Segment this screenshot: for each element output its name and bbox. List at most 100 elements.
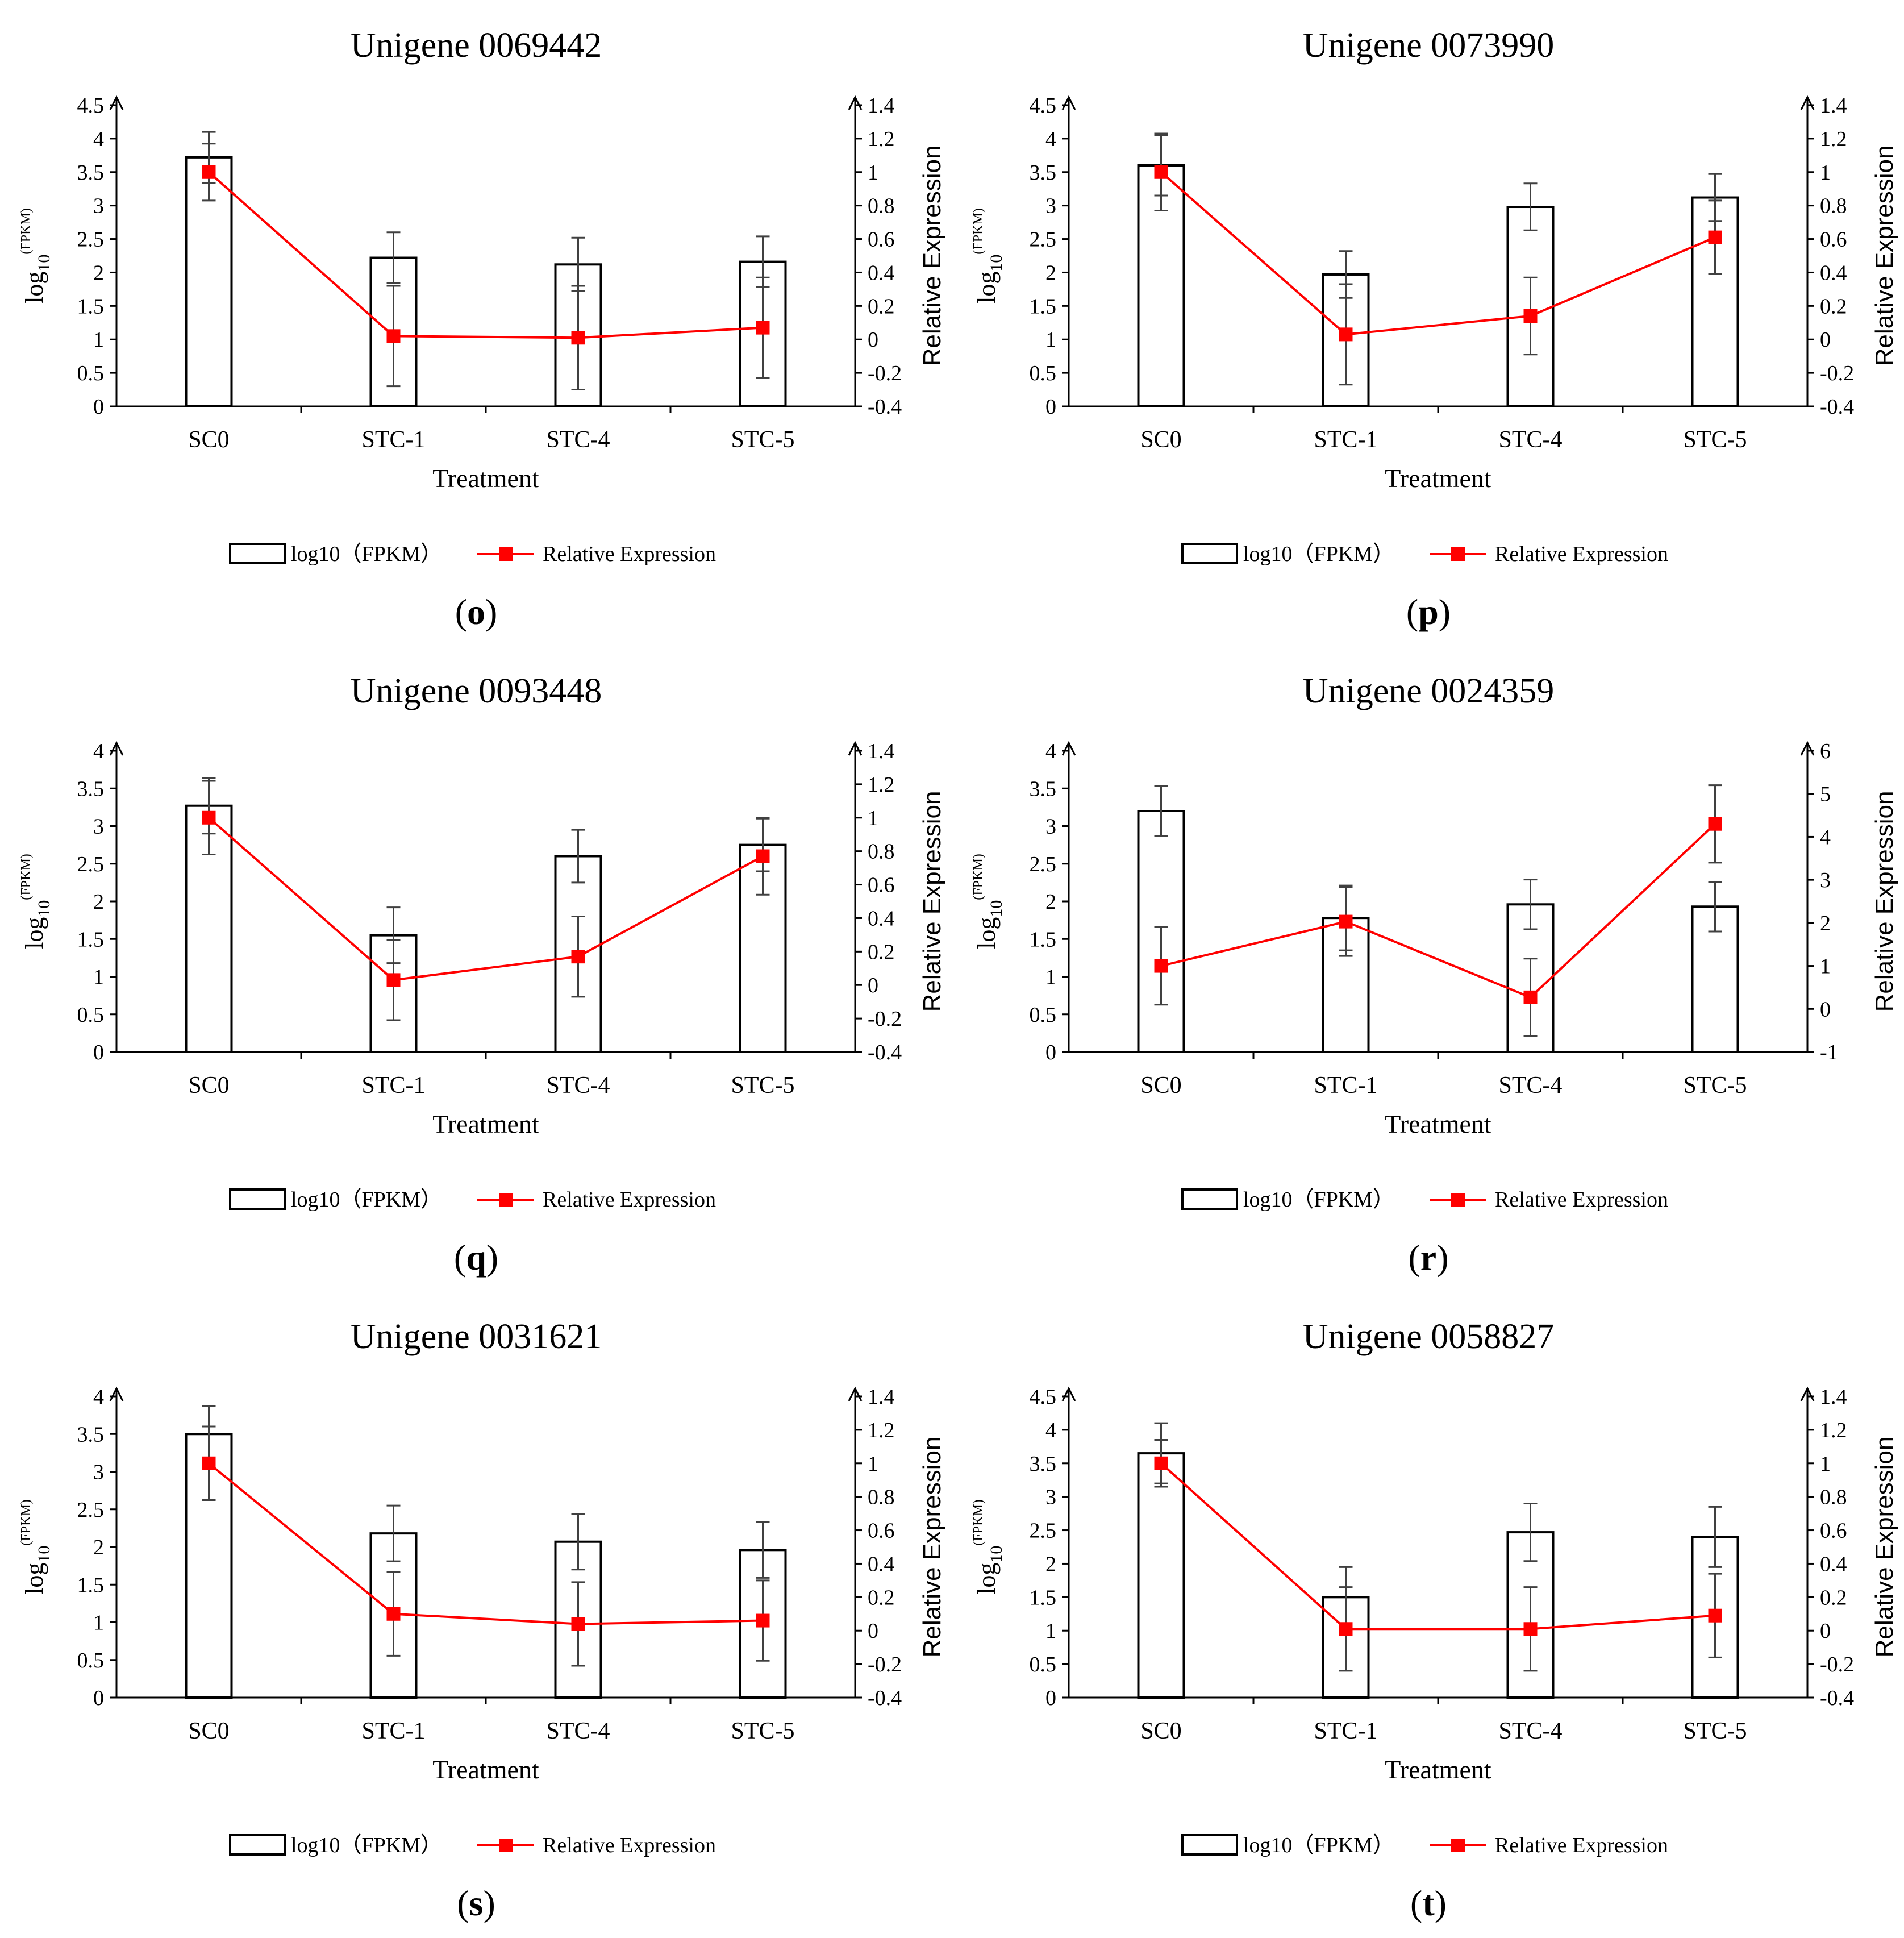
y-left-tick-label: 3 — [93, 815, 104, 839]
line-marker-STC-1 — [1339, 327, 1353, 342]
y-axis-left-title: log10(FPKM) — [971, 854, 1006, 949]
y-left-tick-label: 2 — [93, 261, 104, 285]
y-left-tick-label: 0.5 — [77, 361, 105, 385]
line-marker-SC0 — [1154, 165, 1168, 179]
y-left-tick-label: 2 — [1045, 890, 1056, 914]
relative-expression-line — [208, 171, 763, 339]
line-marker-STC-4 — [571, 950, 585, 964]
y-right-tick-label: 1.4 — [1820, 94, 1847, 118]
y-right-tick-label: -1 — [1820, 1041, 1838, 1064]
y-right-tick-label: 0 — [868, 328, 878, 352]
y-right-tick-label: 0.6 — [1820, 1519, 1847, 1543]
y-left-tick-label: 2.5 — [77, 228, 105, 252]
y-right-tick-label: 1.4 — [868, 739, 895, 763]
panel-letter: q — [466, 1237, 486, 1278]
legend-bar-label: log10（FPKM） — [1243, 542, 1394, 566]
chart-title: Unigene 0093448 — [351, 672, 602, 710]
y-right-tick-label: 0.6 — [1820, 228, 1847, 252]
y-right-tick-label: 1 — [868, 1452, 878, 1476]
line-marker-STC-4 — [1523, 309, 1538, 323]
y-right-tick-label: 5 — [1820, 783, 1831, 806]
y-left-tick-label: 4.5 — [1030, 94, 1057, 118]
chart-panel-s: Unigene 0031621 0 0.5 1 1.5 2 2.5 3 3.5 4 -0.4 -0.2… — [0, 1291, 952, 1937]
panel-letter: s — [469, 1883, 484, 1923]
legend-bar-swatch — [229, 1834, 286, 1856]
legend-bar-label: log10（FPKM） — [291, 1188, 442, 1212]
line-marker-STC-1 — [386, 1607, 401, 1621]
y-left-tick-label: 3.5 — [77, 161, 105, 185]
y-left-tick-label: 4.5 — [77, 94, 105, 118]
y-left-tick-label: 2.5 — [1030, 228, 1057, 252]
y-left-tick-label: 3 — [93, 1461, 104, 1484]
y-right-tick-label: 1 — [1820, 1452, 1831, 1476]
y-right-tick-label: -0.4 — [1820, 1686, 1854, 1710]
y-left-tick-label: 0 — [93, 395, 104, 419]
x-tick-label: STC-4 — [546, 1072, 610, 1099]
y-axis-left-title-sup: (FPKM) — [971, 208, 986, 254]
y-right-tick-label: 0.4 — [1820, 1552, 1847, 1576]
y-axis-left-title: log10(FPKM) — [19, 854, 53, 949]
panel-label: (p) — [1406, 592, 1451, 632]
chart-panel-r: Unigene 0024359 0 0.5 1 1.5 2 2.5 3 3.5 4 -1 0 1 2 3 4 5… — [952, 646, 1904, 1291]
y-right-tick-label: 4 — [1820, 825, 1831, 849]
panel-label: (o) — [455, 592, 498, 632]
chart-svg: Unigene 0031621 0 0.5 1 1.5 2 2.5 3 3.5 4 -0.4 -0.2… — [19, 1317, 946, 1857]
legend-line-label: Relative Expression — [543, 1833, 716, 1857]
y-axis-left-title-base: log — [973, 272, 1001, 303]
line-marker-STC-1 — [386, 973, 401, 987]
y-left-tick-label: 1.5 — [77, 1573, 105, 1597]
legend-bar-label: log10（FPKM） — [291, 542, 442, 566]
x-axis-title: Treatment — [432, 1755, 539, 1784]
y-right-tick-label: -0.2 — [868, 361, 902, 385]
x-tick-label: STC-5 — [1683, 1072, 1747, 1099]
y-left-tick-label: 0.5 — [1030, 1653, 1057, 1677]
y-left-tick-label: 1 — [1045, 328, 1056, 352]
y-axis-left-title-sub: 10 — [987, 1546, 1006, 1563]
y-right-tick-label: 1.4 — [1820, 1385, 1847, 1409]
panel-label: (q) — [453, 1237, 499, 1278]
y-axis-left-title-sup: (FPKM) — [19, 1499, 34, 1545]
y-axis-right-title: Relative Expression — [918, 145, 946, 367]
chart-svg: Unigene 0024359 0 0.5 1 1.5 2 2.5 3 3.5 4 -1 0 1 2 3 4 5… — [971, 672, 1898, 1212]
legend-bar-swatch — [1181, 543, 1238, 564]
x-tick-label: STC-5 — [1683, 427, 1747, 453]
y-right-tick-label: 0.8 — [868, 840, 895, 864]
line-marker-STC-5 — [1708, 230, 1722, 244]
y-left-tick-label: 1.5 — [77, 294, 105, 318]
x-tick-label: STC-5 — [1683, 1718, 1747, 1744]
legend-bar-label: log10（FPKM） — [291, 1833, 442, 1857]
line-marker-SC0 — [202, 1456, 216, 1470]
y-axis-right-title: Relative Expression — [918, 1437, 946, 1658]
y-right-tick-label: 0.6 — [868, 228, 895, 252]
y-right-tick-label: 0.8 — [1820, 1486, 1847, 1509]
y-left-tick-label: 2.5 — [1030, 852, 1057, 876]
legend-bar-swatch — [1181, 1188, 1238, 1210]
y-right-tick-label: 0 — [1820, 997, 1831, 1021]
y-axis-left-title-sub: 10 — [35, 1546, 53, 1563]
y-left-tick-label: 1 — [93, 1611, 104, 1635]
chart-panel-p: Unigene 0073990 0 0.5 1 1.5 2 2.5 3 3.5 4 4.5 -0.4 -… — [952, 0, 1904, 646]
relative-expression-line — [1160, 171, 1716, 336]
line-marker-STC-4 — [1523, 990, 1538, 1004]
y-left-tick-label: 3 — [1045, 194, 1056, 218]
x-tick-label: SC0 — [1140, 1718, 1181, 1744]
y-right-tick-label: 1.2 — [868, 127, 895, 151]
y-axis-right-title: Relative Expression — [918, 791, 946, 1012]
legend-line-label: Relative Expression — [543, 1188, 716, 1212]
x-tick-label: STC-1 — [1314, 1718, 1377, 1744]
legend-bar-swatch — [229, 543, 286, 564]
y-left-tick-label: 4 — [1045, 1419, 1056, 1442]
y-left-tick-label: 1.5 — [1030, 928, 1057, 951]
x-tick-label: STC-4 — [1498, 427, 1562, 453]
y-axis-left-title-sub: 10 — [987, 255, 1006, 272]
legend-bar-label: log10（FPKM） — [1243, 1188, 1394, 1212]
x-tick-label: STC-4 — [1498, 1072, 1562, 1099]
chart-svg: Unigene 0073990 0 0.5 1 1.5 2 2.5 3 3.5 4 4.5 -0.4 -… — [971, 26, 1898, 566]
legend-line-label: Relative Expression — [1495, 542, 1668, 566]
y-right-tick-label: 0.2 — [868, 1586, 895, 1610]
y-left-tick-label: 3.5 — [1030, 1452, 1057, 1476]
y-left-tick-label: 0 — [1045, 1686, 1056, 1710]
y-axis-left-title-sup: (FPKM) — [19, 208, 34, 254]
panel-label: (t) — [1410, 1883, 1447, 1923]
y-left-tick-label: 3 — [1045, 1486, 1056, 1509]
